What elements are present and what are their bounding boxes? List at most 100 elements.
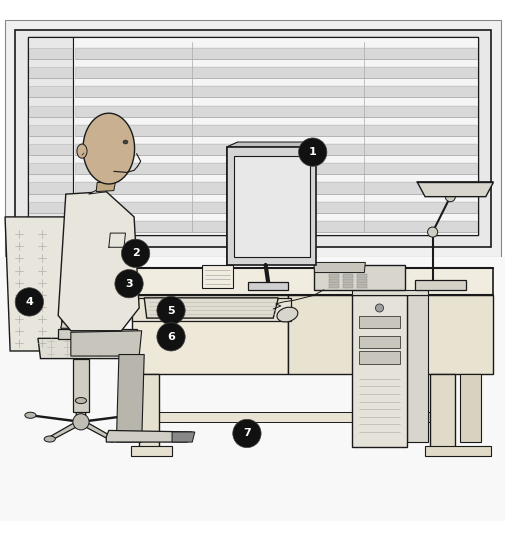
Polygon shape [5,20,500,257]
Polygon shape [28,37,477,235]
Polygon shape [116,355,144,442]
Polygon shape [5,217,66,351]
Polygon shape [407,295,427,442]
Ellipse shape [75,398,86,403]
Polygon shape [357,279,367,282]
Polygon shape [28,37,73,235]
Polygon shape [359,336,399,348]
Polygon shape [29,105,72,117]
Polygon shape [75,182,476,194]
Polygon shape [29,144,72,155]
Text: 7: 7 [242,429,250,439]
Circle shape [157,323,185,351]
Polygon shape [233,156,309,257]
Ellipse shape [77,144,87,158]
Circle shape [444,192,454,202]
Polygon shape [414,280,465,291]
Polygon shape [460,374,480,442]
Polygon shape [75,144,476,155]
Polygon shape [75,67,476,78]
Polygon shape [226,147,316,265]
Circle shape [298,138,326,166]
Text: 3: 3 [125,279,133,289]
Text: 2: 2 [131,248,139,258]
Circle shape [121,239,149,268]
Polygon shape [29,182,72,194]
Polygon shape [359,351,399,364]
Ellipse shape [126,412,137,418]
Ellipse shape [276,307,297,322]
Polygon shape [75,125,476,136]
Polygon shape [29,221,72,232]
Polygon shape [75,202,476,213]
Text: 6: 6 [167,332,175,342]
Polygon shape [328,284,338,288]
Polygon shape [288,295,492,374]
Polygon shape [73,358,88,412]
Polygon shape [29,86,72,97]
Polygon shape [61,317,124,329]
Polygon shape [172,432,194,442]
Polygon shape [58,192,139,331]
Polygon shape [75,221,476,232]
Polygon shape [38,338,136,358]
Polygon shape [328,279,338,282]
Polygon shape [328,274,338,278]
Polygon shape [131,268,492,295]
Polygon shape [58,329,136,339]
Polygon shape [15,29,490,247]
Polygon shape [109,295,184,316]
Polygon shape [26,415,86,422]
Polygon shape [29,202,72,213]
Ellipse shape [179,301,199,312]
Polygon shape [131,295,288,374]
Polygon shape [202,265,232,288]
Polygon shape [76,401,86,422]
Polygon shape [76,415,135,422]
Polygon shape [75,163,476,174]
Ellipse shape [44,436,55,442]
Polygon shape [131,298,290,320]
Polygon shape [313,265,404,291]
Polygon shape [96,182,115,192]
Circle shape [15,288,43,316]
Polygon shape [29,163,72,174]
Text: 1: 1 [308,147,316,157]
Polygon shape [226,142,237,265]
Polygon shape [424,446,490,456]
Polygon shape [357,284,367,288]
Polygon shape [0,14,505,521]
Polygon shape [226,142,316,147]
Polygon shape [88,184,114,194]
Polygon shape [71,331,141,356]
Polygon shape [83,113,134,184]
Circle shape [115,270,143,298]
Polygon shape [342,279,352,282]
Polygon shape [139,374,159,452]
Polygon shape [75,48,476,59]
Polygon shape [359,316,399,328]
Text: 4: 4 [25,297,33,307]
Ellipse shape [25,412,36,418]
Polygon shape [351,295,407,447]
Polygon shape [313,263,365,272]
Polygon shape [351,291,427,295]
Ellipse shape [123,140,128,144]
Polygon shape [159,412,429,422]
Polygon shape [342,274,352,278]
Ellipse shape [107,436,118,442]
Polygon shape [417,182,492,197]
Polygon shape [75,86,476,97]
Polygon shape [130,446,172,456]
Polygon shape [45,422,86,439]
Polygon shape [247,281,288,291]
Circle shape [232,419,261,448]
Polygon shape [73,37,477,235]
Circle shape [73,414,89,430]
Polygon shape [76,422,116,439]
Polygon shape [144,298,278,318]
Polygon shape [357,274,367,278]
Circle shape [427,227,437,237]
Polygon shape [106,431,192,442]
Polygon shape [429,374,454,452]
